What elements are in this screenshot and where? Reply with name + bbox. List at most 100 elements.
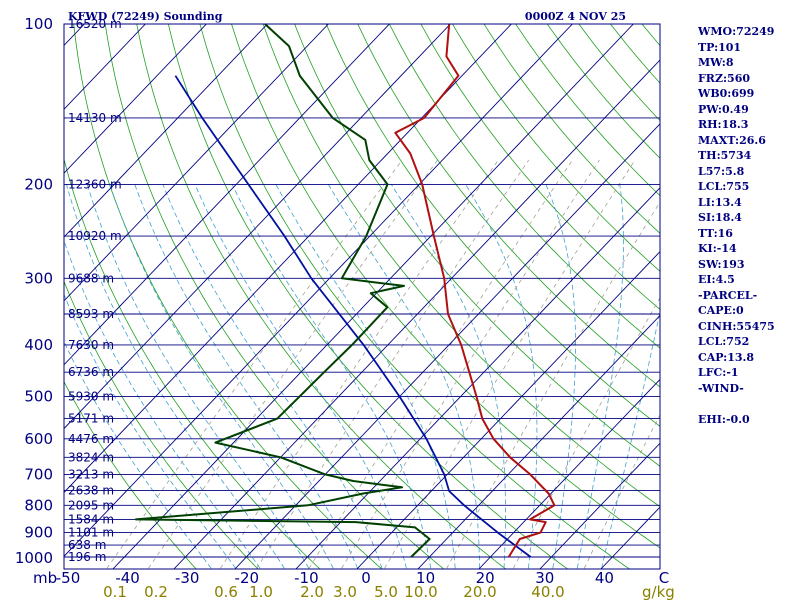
- mixing-ratio-line: [148, 159, 438, 569]
- moist-adiabat-line: [66, 184, 285, 569]
- mixing-ratio-line: [341, 159, 600, 569]
- moist-adiabat-line: [64, 293, 236, 569]
- index-item: CAPE:0: [698, 304, 744, 317]
- index-item: CINH:55475: [698, 319, 775, 333]
- x-unit-label: mb: [33, 569, 57, 587]
- mixing-ratio-line: [308, 159, 573, 569]
- isotherm-line: [64, 24, 451, 430]
- mixing-ratio-label: 2.0: [300, 583, 324, 600]
- index-item: -PARCEL-: [698, 288, 758, 302]
- moist-adiabat-line: [162, 184, 383, 569]
- mixing-ratio-label: 1.0: [249, 583, 273, 600]
- moist-adiabat-line: [109, 184, 334, 569]
- mixing-ratio-label: 0.2: [144, 583, 168, 600]
- height-label: 1584 m: [68, 512, 114, 526]
- pressure-tick-label: 600: [24, 430, 53, 448]
- isotherm-line: [417, 314, 660, 569]
- height-label: 6736 m: [68, 365, 114, 379]
- index-item: LCL:755: [698, 180, 750, 193]
- dry-adiabat-line: [168, 24, 568, 569]
- mixing-ratio-label: 10.0: [404, 583, 437, 600]
- chart-title: KFWD (72249) Sounding: [68, 10, 223, 23]
- mixing-ratio-line: [583, 413, 660, 569]
- dry-adiabat-line: [231, 24, 660, 549]
- height-label: 5930 m: [68, 390, 114, 404]
- pressure-tick-label: 500: [24, 388, 53, 406]
- moist-adiabat-line: [545, 184, 576, 569]
- moist-adiabat-line: [86, 184, 310, 569]
- moist-adiabat-line: [64, 239, 261, 569]
- index-item: TT:16: [698, 226, 733, 240]
- index-item: SW:193: [698, 257, 745, 271]
- dry-adiabat-line: [64, 380, 197, 569]
- isotherm-line: [0, 24, 23, 569]
- index-item: RH:18.3: [698, 118, 749, 131]
- isobars: [64, 24, 660, 558]
- index-item: TH:5734: [698, 149, 752, 162]
- moist-adiabat-line: [328, 184, 480, 569]
- pressure-tick-label: 700: [24, 465, 53, 483]
- index-item: EI:4.5: [698, 273, 735, 286]
- index-item: FRZ:560: [698, 71, 751, 85]
- dry-adiabats: [64, 24, 660, 569]
- temperature-tick-label: 20: [476, 569, 495, 587]
- height-label: 5171 m: [68, 412, 114, 426]
- dry-adiabat-line: [64, 157, 321, 569]
- index-item: TP:101: [698, 40, 742, 54]
- height-label: 3824 m: [68, 450, 114, 464]
- temperature-tick-label: 40: [595, 569, 614, 587]
- moist-adiabats: [64, 184, 660, 569]
- dry-adiabat-line: [262, 24, 660, 508]
- moist-adiabat-line: [134, 184, 358, 569]
- isotherm-line: [295, 187, 660, 569]
- index-item: PW:0.49: [698, 102, 749, 116]
- isotherm-line: [234, 123, 660, 569]
- moist-adiabat-line: [576, 184, 624, 569]
- isotherm-line: [478, 378, 660, 569]
- index-item: WMO:72249: [698, 25, 775, 38]
- pressure-tick-label: 200: [24, 175, 53, 193]
- moist-adiabat-line: [601, 309, 660, 569]
- height-label: 16520 m: [68, 17, 122, 31]
- dry-adiabat-line: [452, 24, 660, 272]
- temperature-tick-label: -30: [175, 569, 200, 587]
- parcel-trace-line: [174, 75, 532, 558]
- isotherm-line: [539, 442, 660, 569]
- temperature-tick-label: -40: [115, 569, 140, 587]
- height-label: 7630 m: [68, 338, 114, 352]
- index-item: WB0:699: [698, 87, 755, 100]
- index-item: LFC:-1: [698, 366, 739, 379]
- mixing-ratio-label: 40.0: [531, 583, 564, 600]
- mixing-ratio-line: [446, 201, 660, 569]
- mixing-ratio-label: 20.0: [463, 583, 496, 600]
- height-label: 1101 m: [68, 526, 114, 540]
- height-label: 2095 m: [68, 498, 114, 512]
- temperature-tick-label: 10: [416, 569, 435, 587]
- isotherm-line: [64, 24, 329, 302]
- height-label: 3213 m: [68, 467, 114, 481]
- chart-time: 0000Z 4 NOV 25: [525, 10, 626, 23]
- isotherm-line: [64, 24, 268, 238]
- index-item: LI:13.4: [698, 195, 742, 209]
- height-label: 9688 m: [68, 271, 114, 285]
- moist-adiabat-line: [194, 184, 407, 569]
- index-item: CAP:13.8: [698, 350, 755, 364]
- index-item: LCL:752: [698, 335, 750, 348]
- index-item: KI:-14: [698, 242, 737, 255]
- height-label: 12360 m: [68, 177, 122, 191]
- height-label: 4476 m: [68, 432, 114, 446]
- height-label: 638 m: [68, 538, 106, 552]
- pressure-tick-label: 1000: [15, 549, 53, 567]
- dry-adiabat-line: [294, 24, 660, 467]
- moist-adiabat-line: [64, 340, 212, 569]
- dry-adiabat-line: [389, 24, 660, 349]
- temperature-tick-label: 30: [535, 569, 554, 587]
- temperature-tick-label: -10: [294, 569, 319, 587]
- mixing-ratio-label: 0.6: [214, 583, 238, 600]
- mixing-ratio-lines: [106, 159, 660, 569]
- dry-adiabat-line: [325, 24, 660, 427]
- index-item: -WIND-: [698, 381, 744, 395]
- dry-adiabat-line: [199, 24, 630, 569]
- height-label: 8593 m: [68, 307, 114, 321]
